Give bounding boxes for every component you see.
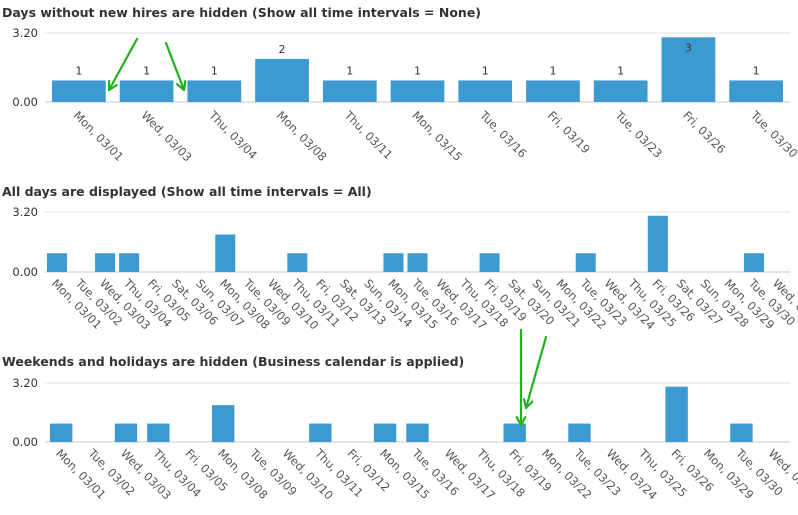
x-tick-label: Thu, 03/04: [205, 108, 259, 162]
bar[interactable]: [575, 253, 596, 272]
data-label: 1: [753, 64, 760, 77]
y-tick-label: 0.00: [12, 265, 38, 279]
data-label: 1: [143, 64, 150, 77]
bar[interactable]: [593, 80, 648, 102]
y-tick-label: 3.20: [12, 205, 38, 219]
x-tick-label: Mon, 03/08: [274, 108, 330, 164]
bar[interactable]: [730, 423, 753, 442]
bar[interactable]: [647, 215, 668, 272]
x-tick-label: Fri, 03/26: [680, 108, 728, 156]
bar[interactable]: [322, 80, 377, 102]
bar[interactable]: [187, 80, 242, 102]
x-tick-label: Tue, 03/16: [476, 108, 529, 161]
bar[interactable]: [114, 423, 138, 442]
bar[interactable]: [287, 253, 308, 272]
chart-title: Weekends and holidays are hidden (Busine…: [2, 354, 464, 369]
x-tick-label: Tue, 03/30: [747, 108, 798, 161]
data-label: 1: [211, 64, 218, 77]
chart-3: Weekends and holidays are hidden (Busine…: [2, 354, 798, 502]
data-label: 1: [346, 64, 353, 77]
bar[interactable]: [52, 80, 106, 102]
bar[interactable]: [503, 423, 526, 442]
green-arrow-icon: [107, 37, 139, 92]
bar[interactable]: [383, 253, 404, 272]
bar[interactable]: [373, 423, 397, 442]
x-tick-label: Mon, 03/15: [409, 108, 465, 164]
y-tick-label: 3.20: [12, 26, 38, 40]
bar[interactable]: [255, 58, 309, 103]
y-tick-label: 0.00: [12, 435, 38, 449]
bar[interactable]: [119, 80, 174, 102]
bar[interactable]: [215, 234, 236, 273]
bar[interactable]: [568, 423, 591, 442]
data-label: 1: [549, 64, 556, 77]
green-arrow-icon: [522, 335, 548, 410]
annotation-arrows: [107, 37, 548, 427]
bar[interactable]: [526, 80, 580, 102]
bar[interactable]: [147, 423, 170, 442]
x-tick-label: Wed, 03/03: [138, 108, 194, 164]
x-tick-label: Fri, 03/19: [545, 108, 593, 156]
chart-title: All days are displayed (Show all time in…: [2, 184, 372, 199]
y-tick-label: 0.00: [12, 95, 38, 109]
x-tick-label: Mon, 03/01: [71, 108, 127, 164]
bar[interactable]: [665, 386, 688, 442]
bar[interactable]: [211, 405, 235, 443]
bar[interactable]: [95, 253, 116, 272]
data-label: 1: [482, 64, 489, 77]
green-arrow-icon: [515, 328, 527, 427]
bar[interactable]: [406, 423, 429, 442]
bar[interactable]: [479, 253, 500, 272]
bar[interactable]: [309, 423, 332, 442]
data-label: 1: [617, 64, 624, 77]
x-tick-label: Thu, 03/11: [341, 108, 395, 162]
data-label: 3: [685, 41, 692, 54]
green-arrow-icon: [164, 41, 187, 92]
bar[interactable]: [743, 253, 764, 272]
bar[interactable]: [390, 80, 445, 102]
bar[interactable]: [661, 37, 716, 103]
chart-2: All days are displayed (Show all time in…: [2, 184, 798, 332]
bar[interactable]: [729, 80, 783, 102]
y-tick-label: 3.20: [12, 376, 38, 390]
data-label: 2: [279, 43, 286, 56]
chart-title: Days without new hires are hidden (Show …: [2, 5, 481, 20]
bar[interactable]: [119, 253, 140, 272]
data-label: 1: [75, 64, 82, 77]
bar[interactable]: [50, 423, 73, 442]
data-label: 1: [414, 64, 421, 77]
bar[interactable]: [458, 80, 513, 102]
x-tick-label: Tue, 03/23: [612, 108, 665, 161]
chart-1: Days without new hires are hidden (Show …: [2, 5, 798, 164]
bar[interactable]: [407, 253, 428, 272]
bar[interactable]: [47, 253, 68, 272]
